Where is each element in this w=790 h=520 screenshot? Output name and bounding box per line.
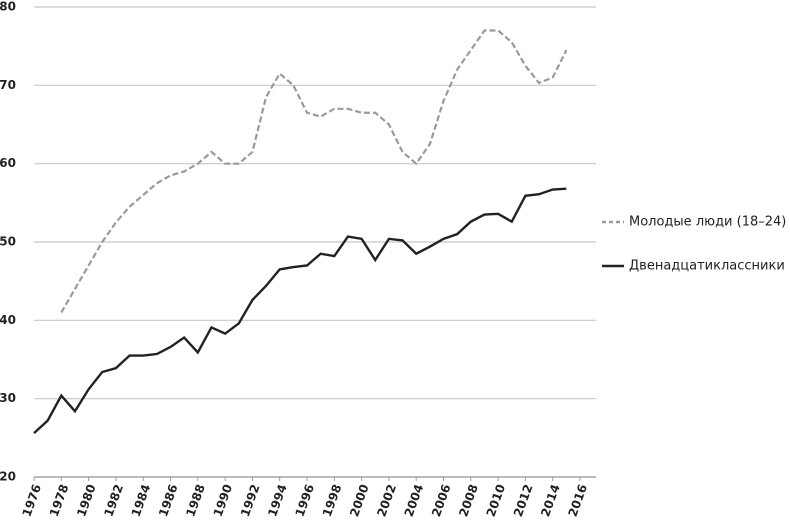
x-tick-label: 2008 [456, 482, 481, 518]
y-tick-label: 60 [0, 156, 16, 170]
x-tick-label: 1990 [211, 482, 236, 518]
y-tick-label: 50 [0, 235, 16, 249]
x-tick-label: 2004 [402, 482, 427, 518]
x-tick-label: 2016 [566, 482, 591, 518]
legend-label: Двенадцатиклассники [629, 259, 785, 274]
x-tick-label: 1976 [20, 482, 45, 518]
x-tick-label: 1982 [101, 482, 126, 518]
legend-label: Молодые люди (18–24) [629, 215, 786, 230]
x-tick-label: 1988 [183, 482, 208, 518]
x-tick-label: 1986 [156, 482, 181, 518]
x-tick-label: 1996 [293, 482, 318, 518]
x-tick-label: 1994 [265, 482, 290, 518]
y-tick-label: 30 [0, 391, 16, 405]
x-tick-label: 2002 [374, 482, 399, 518]
y-tick-label: 20 [0, 470, 16, 484]
x-tick-label: 2012 [511, 482, 536, 518]
x-tick-label: 2014 [538, 482, 563, 518]
x-tick-label: 2000 [347, 482, 372, 518]
x-tick-label: 1984 [129, 482, 154, 518]
x-tick-label: 2006 [429, 482, 454, 518]
y-tick-label: 80 [0, 0, 16, 14]
x-tick-label: 1980 [74, 482, 99, 518]
x-tick-label: 1978 [47, 482, 72, 518]
y-tick-label: 70 [0, 78, 16, 92]
x-tick-label: 2010 [484, 482, 509, 518]
x-tick-label: 1998 [320, 482, 345, 518]
x-tick-label: 1992 [238, 482, 263, 518]
line-series [33, 187, 567, 435]
y-tick-label: 40 [0, 313, 16, 327]
line-series [60, 29, 568, 314]
